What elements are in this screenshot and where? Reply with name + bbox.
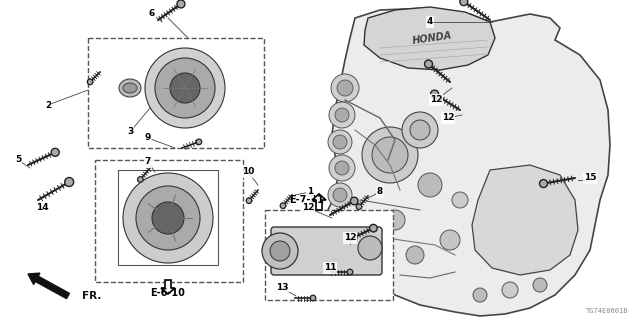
Circle shape — [170, 73, 200, 103]
Circle shape — [196, 139, 202, 145]
Circle shape — [51, 148, 59, 156]
Polygon shape — [325, 8, 610, 316]
FancyArrow shape — [312, 194, 326, 210]
Bar — [95, 160, 243, 282]
Polygon shape — [364, 7, 495, 70]
Circle shape — [328, 183, 352, 207]
Ellipse shape — [123, 83, 137, 93]
Circle shape — [152, 202, 184, 234]
Circle shape — [123, 173, 213, 263]
Text: 12: 12 — [344, 234, 356, 243]
Circle shape — [351, 197, 358, 205]
Circle shape — [356, 204, 362, 210]
Circle shape — [280, 203, 286, 209]
Circle shape — [418, 173, 442, 197]
Text: 14: 14 — [36, 204, 48, 212]
Circle shape — [329, 102, 355, 128]
Text: HONDA: HONDA — [412, 30, 452, 46]
Text: 12: 12 — [301, 204, 314, 212]
FancyArrow shape — [161, 280, 175, 294]
Text: 4: 4 — [427, 18, 433, 27]
Circle shape — [402, 112, 438, 148]
Circle shape — [331, 74, 359, 102]
Text: E-7-11: E-7-11 — [289, 195, 324, 205]
Text: 12: 12 — [442, 114, 454, 123]
Text: 12: 12 — [429, 95, 442, 105]
Text: 9: 9 — [145, 133, 151, 142]
Circle shape — [136, 186, 200, 250]
Circle shape — [540, 180, 547, 188]
Circle shape — [329, 155, 355, 181]
Circle shape — [177, 0, 185, 8]
Text: 1: 1 — [307, 188, 313, 196]
Text: 15: 15 — [584, 173, 596, 182]
Circle shape — [262, 233, 298, 269]
Text: 8: 8 — [377, 188, 383, 196]
Circle shape — [333, 135, 347, 149]
Circle shape — [335, 108, 349, 122]
Text: 11: 11 — [324, 263, 336, 273]
Circle shape — [385, 210, 405, 230]
Circle shape — [65, 178, 74, 187]
Bar — [88, 38, 264, 148]
Circle shape — [347, 269, 353, 275]
Bar — [265, 210, 393, 300]
Circle shape — [145, 48, 225, 128]
Text: E-6-10: E-6-10 — [150, 288, 186, 298]
Circle shape — [270, 241, 290, 261]
Bar — [118, 170, 218, 265]
Polygon shape — [472, 165, 578, 275]
Circle shape — [372, 137, 408, 173]
Text: FR.: FR. — [82, 291, 101, 301]
Circle shape — [431, 90, 438, 98]
Circle shape — [87, 79, 93, 85]
Circle shape — [138, 177, 143, 182]
Circle shape — [452, 192, 468, 208]
Text: TG74E0601B: TG74E0601B — [586, 308, 628, 314]
Circle shape — [410, 120, 430, 140]
Text: 3: 3 — [127, 127, 133, 137]
Circle shape — [473, 288, 487, 302]
Circle shape — [335, 161, 349, 175]
Circle shape — [440, 230, 460, 250]
Text: 7: 7 — [145, 157, 151, 166]
Circle shape — [369, 224, 377, 232]
Text: 10: 10 — [242, 167, 254, 177]
Circle shape — [246, 198, 252, 204]
Text: 5: 5 — [15, 156, 21, 164]
Circle shape — [310, 295, 316, 301]
Circle shape — [328, 130, 352, 154]
FancyArrow shape — [28, 273, 70, 299]
Circle shape — [358, 236, 382, 260]
Text: 6: 6 — [149, 10, 155, 19]
Circle shape — [362, 127, 418, 183]
Circle shape — [406, 246, 424, 264]
Circle shape — [460, 0, 468, 6]
Circle shape — [337, 80, 353, 96]
FancyBboxPatch shape — [271, 227, 382, 275]
Circle shape — [502, 282, 518, 298]
Ellipse shape — [119, 79, 141, 97]
Text: 13: 13 — [276, 284, 288, 292]
Circle shape — [155, 58, 215, 118]
Circle shape — [333, 188, 347, 202]
Circle shape — [533, 278, 547, 292]
Circle shape — [424, 60, 433, 68]
Text: 2: 2 — [45, 100, 51, 109]
